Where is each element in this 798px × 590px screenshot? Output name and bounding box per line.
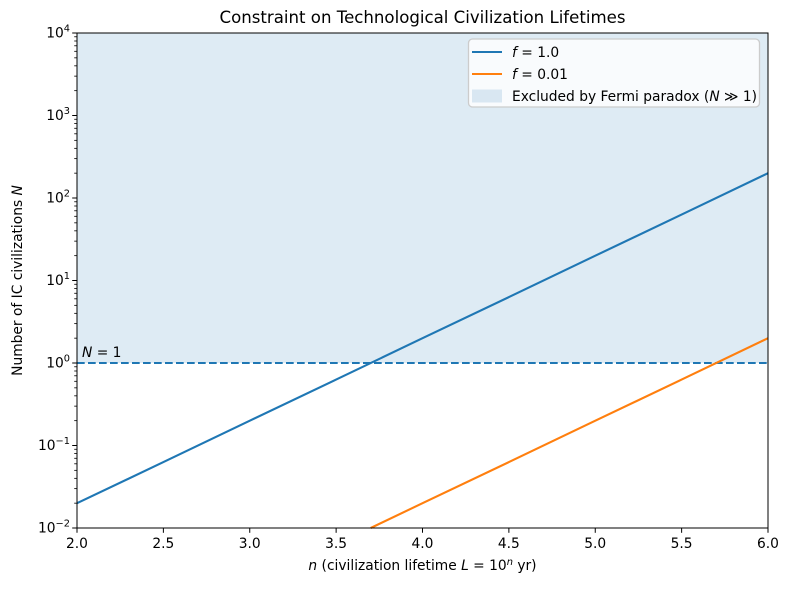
series-line-0 [76,172,769,505]
legend-patch-sample [472,89,502,103]
x-tick-label: 5.0 [584,536,606,552]
y-tick-label: 10−1 [38,436,70,454]
x-tick-label: 4.5 [498,536,520,552]
y-tick-label: 10−2 [38,519,70,537]
x-tick-label: 2.0 [66,536,88,552]
x-tick-label: 5.5 [671,536,693,552]
chart-title: Constraint on Technological Civilization… [220,8,626,27]
y-axis: 10−2 10−1 100 101 102 103 104 [38,24,77,537]
plot-frame [76,32,769,529]
n-equals-1-annotation: N = 1 [82,345,121,361]
x-tick-label: 3.0 [239,536,261,552]
legend-entry-label: f = 1.0 [512,45,559,61]
legend-entry-label: f = 0.01 [512,67,568,83]
y-tick-label: 102 [46,189,70,207]
x-tick-label: 6.0 [757,536,779,552]
x-axis-label: n (civilization lifetime L = 10n yr) [308,557,536,574]
legend-entry-label: Excluded by Fermi paradox (N ≫ 1) [512,89,757,105]
series-line-1 [370,337,769,529]
y-axis-label: Number of IC civilizations N [10,185,26,376]
y-tick-label: 101 [46,271,70,289]
legend-box [467,38,761,108]
x-axis: 2.0 2.5 3.0 3.5 4.0 4.5 5.0 5.5 6.0 [66,528,779,552]
x-tick-label: 3.5 [325,536,347,552]
x-tick-label: 2.5 [152,536,174,552]
y-tick-label: 100 [46,354,70,372]
legend: f = 1.0 f = 0.01 Excluded by Fermi paradox… [467,38,761,108]
y-tick-label: 103 [46,106,70,124]
x-tick-label: 4.0 [412,536,434,552]
y-tick-label: 104 [46,24,70,42]
